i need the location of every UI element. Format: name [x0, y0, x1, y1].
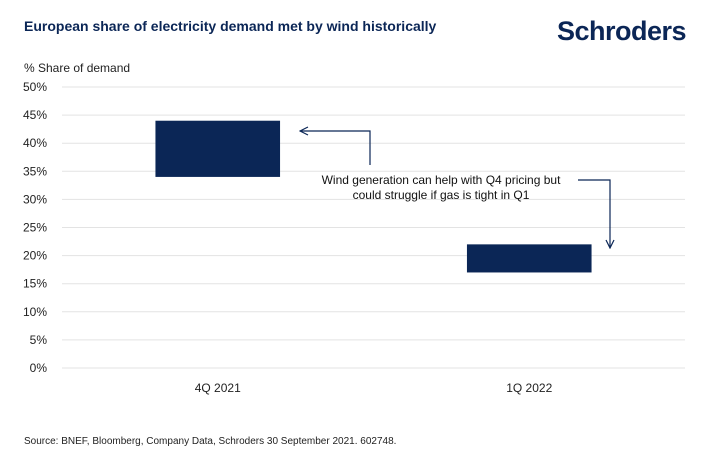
y-tick-label: 50%	[23, 80, 47, 94]
y-axis-label: % Share of demand	[24, 61, 131, 75]
y-tick-label: 10%	[23, 305, 47, 319]
y-tick-label: 20%	[23, 249, 47, 263]
annotation: Wind generation can help with Q4 pricing…	[300, 131, 610, 248]
x-tick-labels: 4Q 2021 1Q 2022	[195, 381, 553, 395]
y-tick-label: 40%	[23, 136, 47, 150]
y-tick-label: 15%	[23, 277, 47, 291]
x-tick-label: 1Q 2022	[506, 381, 552, 395]
y-tick-label: 0%	[30, 361, 48, 375]
y-tick-label: 25%	[23, 221, 47, 235]
y-tick-label: 45%	[23, 108, 47, 122]
y-tick-labels: 0% 5% 10% 15% 20% 25% 30% 35% 40% 45% 50%	[23, 80, 47, 375]
bar-1q-2022	[466, 244, 592, 273]
source-note: Source: BNEF, Bloomberg, Company Data, S…	[24, 436, 397, 447]
x-tick-label: 4Q 2021	[195, 381, 241, 395]
y-tick-label: 5%	[30, 333, 48, 347]
chart-title: European share of electricity demand met…	[24, 18, 437, 34]
bar-4q-2021	[155, 120, 281, 177]
annotation-line-1: Wind generation can help with Q4 pricing…	[322, 173, 561, 187]
annotation-line-2: could struggle if gas is tight in Q1	[353, 188, 530, 202]
annotation-arrow-to-1q	[578, 179, 610, 248]
annotation-arrow-to-4q	[300, 131, 371, 165]
y-tick-label: 30%	[23, 192, 47, 206]
bars	[155, 120, 592, 273]
y-tick-label: 35%	[23, 164, 47, 178]
schroders-logo: Schroders	[556, 16, 687, 46]
